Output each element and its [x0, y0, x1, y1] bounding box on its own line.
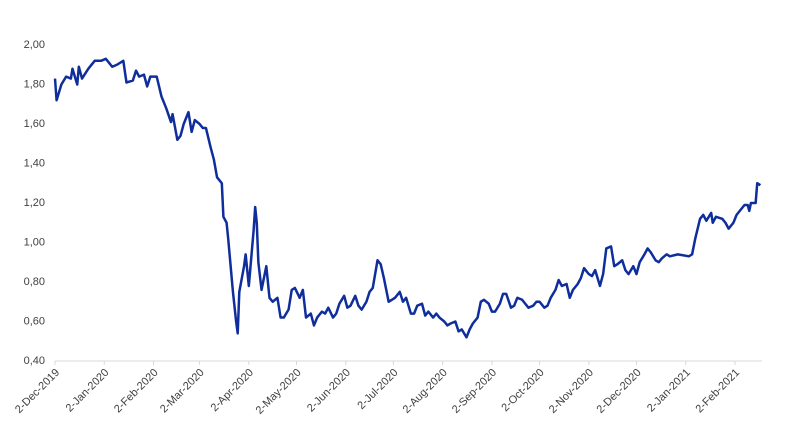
y-tick-label: 1,60 [24, 118, 45, 130]
y-tick-label: 0,60 [24, 315, 45, 327]
x-tick-label: 2-Dec-2020 [595, 367, 644, 416]
x-tick-label: 2-Feb-2021 [693, 367, 742, 416]
x-tick-label: 2-Jan-2020 [64, 367, 112, 415]
x-tick-label: 2-Aug-2020 [401, 367, 450, 416]
x-tick-label: 2-Jan-2021 [645, 367, 693, 415]
y-tick-label: 1,20 [24, 197, 45, 209]
x-tick-label: 2-Oct-2020 [499, 367, 546, 414]
y-tick-label: 0,40 [24, 355, 45, 367]
x-tick-label: 2-Sep-2020 [450, 367, 499, 416]
y-tick-label: 1,80 [24, 78, 45, 90]
x-tick-label: 2-Nov-2020 [547, 367, 596, 416]
x-tick-label: 2-Apr-2020 [209, 367, 256, 414]
series-line [53, 57, 762, 339]
x-tick-label: 2-Jul-2020 [355, 367, 400, 412]
y-tick-label: 2,00 [24, 39, 45, 51]
x-tick-label: 2-Feb-2020 [112, 367, 161, 416]
x-tick-label: 2-Dec-2019 [13, 367, 62, 416]
x-tick-label: 2-May-2020 [254, 367, 304, 417]
y-tick-label: 1,40 [24, 157, 45, 169]
y-tick-label: 0,80 [24, 276, 45, 288]
y-tick-label: 1,00 [24, 236, 45, 248]
x-tick-label: 2-Jun-2020 [305, 367, 353, 415]
x-tick-label: 2-Mar-2020 [158, 367, 207, 416]
